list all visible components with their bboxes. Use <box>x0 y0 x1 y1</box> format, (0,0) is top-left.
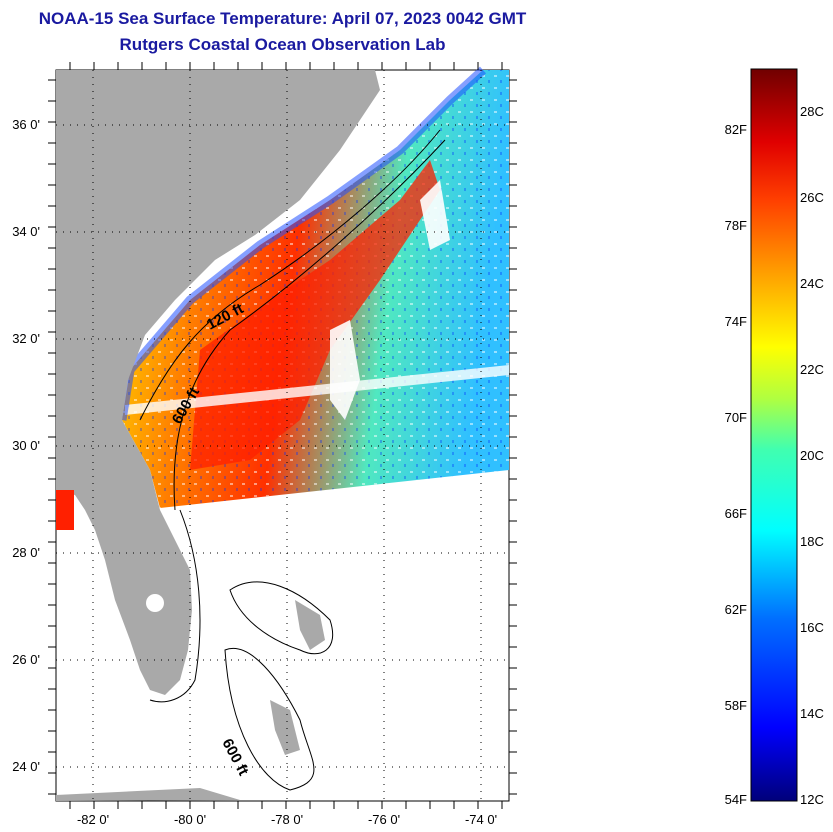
map-subtitle: Rutgers Coastal Ocean Observation Lab <box>119 35 446 54</box>
lat-label: 32 0' <box>12 331 40 346</box>
land-bahamas <box>270 700 300 755</box>
colorbar <box>750 68 798 802</box>
gulf-sst <box>56 490 74 530</box>
colorbar-c-label: 28C <box>800 104 824 119</box>
lat-label: 26 0' <box>12 652 40 667</box>
colorbar-f-label: 58F <box>724 698 747 713</box>
lon-label: -76 0' <box>367 812 401 827</box>
colorbar-f-label: 78F <box>724 218 747 233</box>
contour-600ft <box>173 139 446 511</box>
colorbar-c-label: 26C <box>800 190 824 205</box>
colorbar-c-label: 24C <box>800 276 824 291</box>
lat-label: 36 0' <box>12 117 40 132</box>
colorbar-c-label: 20C <box>800 448 824 463</box>
lake-okeechobee <box>146 594 164 612</box>
contour-florida <box>149 509 201 703</box>
cloud-gap <box>330 320 360 420</box>
lon-label: -80 0' <box>173 812 207 827</box>
colorbar-f-label: 70F <box>724 410 747 425</box>
lon-label: -74 0' <box>464 812 498 827</box>
colorbar-c-label: 16C <box>800 620 824 635</box>
colorbar-c-label: 14C <box>800 706 824 721</box>
scan-gap <box>125 365 509 415</box>
colorbar-f-label: 82F <box>724 122 747 137</box>
lon-label: -82 0' <box>76 812 110 827</box>
lat-label: 24 0' <box>12 759 40 774</box>
colorbar-f-label: 66F <box>724 506 747 521</box>
colorbar-c-label: 18C <box>800 534 824 549</box>
land-us <box>56 70 380 695</box>
colorbar-f-label: 62F <box>724 602 747 617</box>
contour-120ft <box>139 129 441 421</box>
map-title: NOAA-15 Sea Surface Temperature: April 0… <box>38 9 527 28</box>
colorbar-f-label: 74F <box>724 314 747 329</box>
colorbar-c-label: 12C <box>800 792 824 807</box>
colorbar-f-label: 54F <box>724 792 747 807</box>
contour-bahamas <box>229 581 334 655</box>
lat-label: 30 0' <box>12 438 40 453</box>
contour-bahamas <box>224 648 315 791</box>
colorbar-c-label: 22C <box>800 362 824 377</box>
land-bahamas <box>295 600 325 650</box>
lon-label: -78 0' <box>270 812 304 827</box>
lat-label: 34 0' <box>12 224 40 239</box>
lat-label: 28 0' <box>12 545 40 560</box>
land-cuba <box>56 788 240 801</box>
